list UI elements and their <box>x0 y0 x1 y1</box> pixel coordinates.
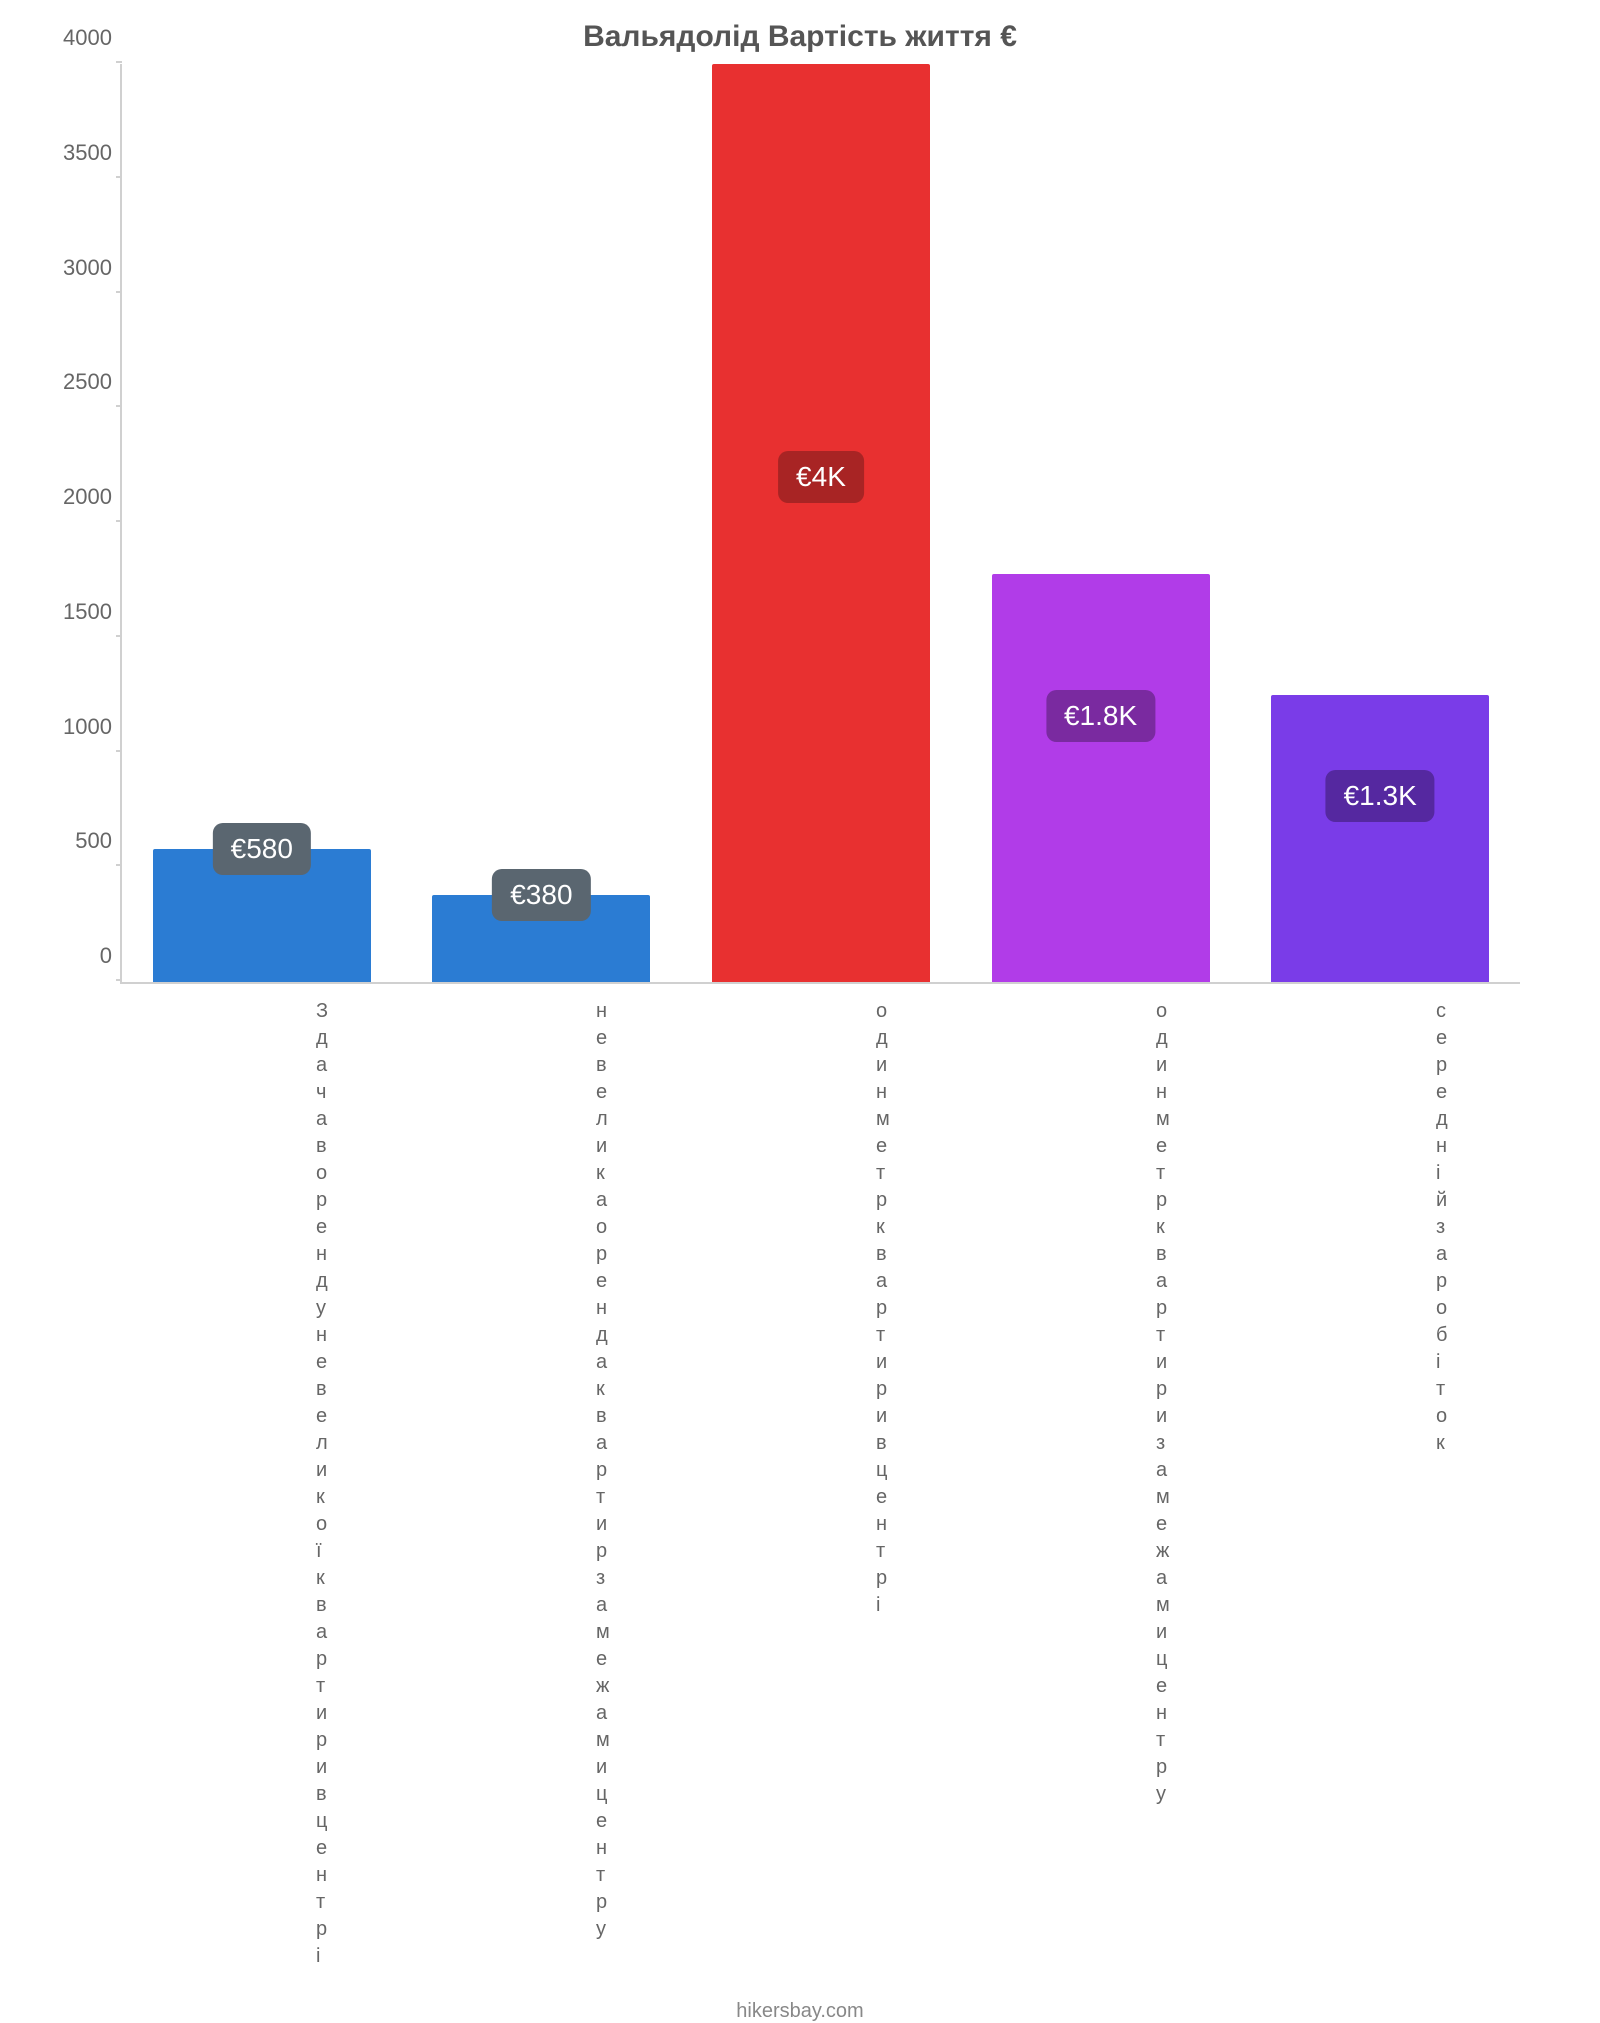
y-tick-mark <box>116 61 122 63</box>
bar-slot: €4K <box>681 64 961 982</box>
bars-row: €580 €380 €4K €1.8K €1.3K <box>122 64 1520 982</box>
y-tick-mark <box>116 979 122 981</box>
x-axis-labels: Здача в оренду невеликої квартири в цент… <box>120 998 1520 1970</box>
y-tick-mark <box>116 291 122 293</box>
plot-area: €580€380€4K€1.8K€1.3K 050010001500200025… <box>120 64 1520 984</box>
y-tick-label: 3000 <box>42 255 112 281</box>
bar: €1.3K <box>1271 695 1489 982</box>
y-tick-mark <box>116 864 122 866</box>
x-axis-label: один метр квартири в центрі <box>708 998 932 1970</box>
x-axis-label: середній заробіток <box>1268 998 1492 1970</box>
y-tick-label: 1500 <box>42 599 112 625</box>
y-tick-mark <box>116 635 122 637</box>
x-axis-label: Здача в оренду невеликої квартири в цент… <box>148 998 372 1970</box>
bar: €580 <box>153 849 371 982</box>
bar-value-label: €380 <box>492 869 590 921</box>
y-tick-label: 3500 <box>42 140 112 166</box>
chart-title: Вальядолід Вартість життя € <box>40 20 1560 54</box>
bar: €380 <box>432 895 650 982</box>
y-tick-label: 1000 <box>42 714 112 740</box>
bar: €4K <box>712 64 930 982</box>
bar-slot: €580 <box>122 64 402 982</box>
bar-value-label: €1.3K <box>1326 770 1435 822</box>
y-tick-mark <box>116 750 122 752</box>
attribution-text: hikersbay.com <box>40 2000 1560 2023</box>
x-axis-label: невелика оренда квартир за межами центру <box>428 998 652 1970</box>
x-axis-label: один метр квартири за межами центру <box>988 998 1212 1970</box>
bar-slot: €1.3K <box>1240 64 1520 982</box>
y-tick-mark <box>116 520 122 522</box>
y-tick-label: 4000 <box>42 25 112 51</box>
bar-value-label: €1.8K <box>1046 690 1155 742</box>
y-tick-mark <box>116 176 122 178</box>
bar-slot: €1.8K <box>961 64 1241 982</box>
y-tick-label: 2500 <box>42 369 112 395</box>
chart-container: Вальядолід Вартість життя € €580€380€4K€… <box>0 0 1600 1200</box>
bar-value-label: €580 <box>213 823 311 875</box>
bar-slot: €380 <box>402 64 682 982</box>
y-tick-label: 2000 <box>42 484 112 510</box>
y-tick-label: 0 <box>42 943 112 969</box>
bar: €1.8K <box>992 574 1210 983</box>
y-tick-mark <box>116 405 122 407</box>
y-tick-label: 500 <box>42 828 112 854</box>
bar-value-label: €4K <box>778 451 864 503</box>
